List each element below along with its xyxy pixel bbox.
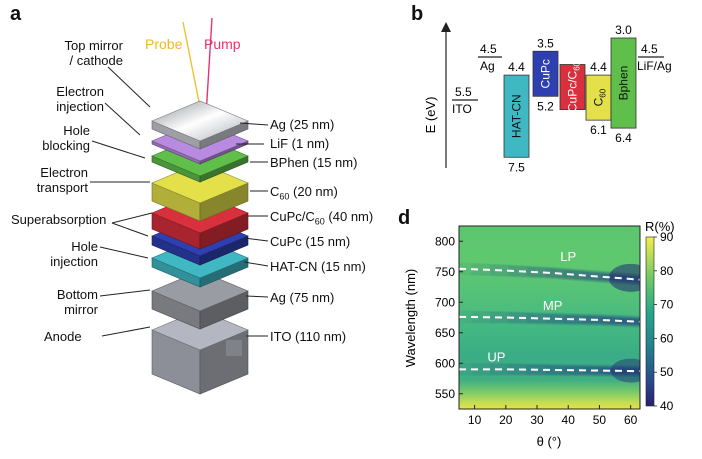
x-tick-20: 20: [499, 413, 513, 427]
label-bottom-mirror: Bottom mirror: [56, 287, 98, 317]
layer-3: [151, 162, 249, 222]
y-tick-650: 650: [435, 326, 455, 340]
y-tick-600: 600: [435, 356, 455, 370]
label-superabsorption: Superabsorption: [11, 212, 107, 227]
layer-label-7: Ag (75 nm): [270, 290, 335, 305]
x-tick-40: 40: [562, 413, 576, 427]
layer-7: [151, 270, 249, 330]
layer-8: [151, 309, 249, 395]
layer-label-4: CuPc/C60 (40 nm): [270, 209, 374, 227]
x-tick-60: 60: [624, 413, 638, 427]
branch-label-UP: UP: [487, 349, 505, 364]
branch-label-MP: MP: [543, 298, 563, 313]
y-axis-label: Wavelength (nm): [403, 269, 418, 368]
y-tick-700: 700: [435, 295, 455, 309]
panel-b-letter: b: [411, 3, 424, 25]
layer-label-5: CuPc (15 nm): [270, 234, 351, 249]
y-tick-550: 550: [435, 387, 455, 401]
label-top-mirror: Top mirror / cathode: [64, 38, 123, 68]
beam-label-probe: Probe: [145, 36, 183, 52]
layer-0: [151, 100, 249, 150]
layer-label-0: Ag (25 nm): [270, 117, 335, 132]
y-tick-800: 800: [435, 234, 455, 248]
colorbar-label: R(%): [645, 219, 675, 234]
colorbar-tick-70: 70: [660, 298, 674, 312]
x-tick-10: 10: [468, 413, 482, 427]
label-anode: Anode: [44, 329, 82, 344]
layer-label-2: BPhen (15 nm): [270, 155, 358, 170]
label-hole-blocking: Hole blocking: [42, 123, 90, 153]
x-tick-30: 30: [530, 413, 544, 427]
label-electron-transport: Electron transport: [36, 165, 88, 195]
colorbar-tick-50: 50: [660, 365, 674, 379]
layer-label-1: LiF (1 nm): [270, 136, 330, 151]
panel-d-letter: d: [398, 207, 411, 229]
layer-label-8: ITO (110 nm): [270, 329, 347, 344]
branch-label-LP: LP: [560, 249, 576, 264]
colorbar-tick-60: 60: [660, 331, 674, 345]
beam-label-pump: Pump: [204, 36, 241, 52]
colorbar-tick-40: 40: [660, 399, 674, 413]
y-tick-750: 750: [435, 265, 455, 279]
layer-label-6: HAT-CN (15 nm): [270, 259, 366, 274]
colorbar-tick-80: 80: [660, 264, 674, 278]
layer-label-3: C60 (20 nm): [270, 184, 338, 202]
x-axis-label: θ (°): [537, 434, 562, 449]
colorbar-tick-90: 90: [660, 230, 674, 244]
label-hole-injection: Hole injection: [50, 239, 98, 269]
x-tick-50: 50: [593, 413, 607, 427]
label-electron-injection: Electron injection: [56, 84, 104, 114]
panel-a-letter: a: [10, 3, 22, 25]
